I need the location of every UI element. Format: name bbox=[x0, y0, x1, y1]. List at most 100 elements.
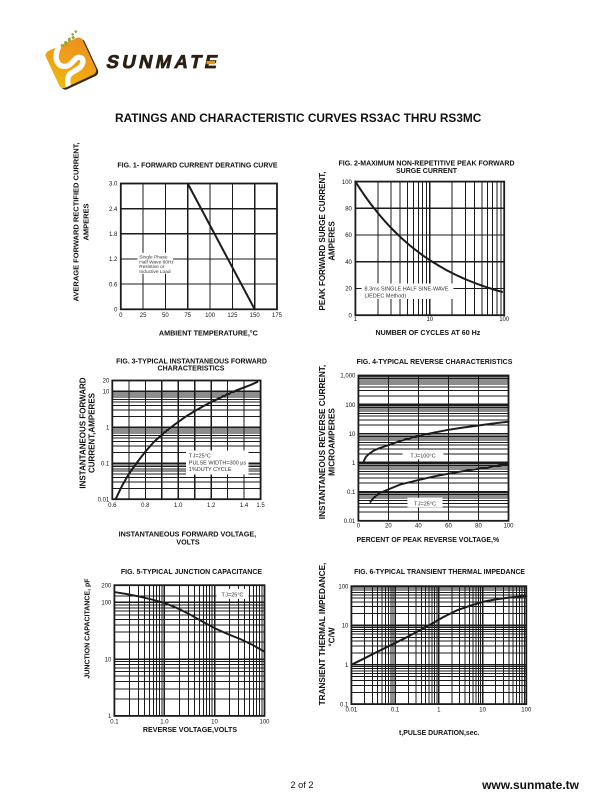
svg-text:PEAK FORWARD SURGE CURRENT,: PEAK FORWARD SURGE CURRENT, bbox=[318, 172, 327, 311]
svg-text:FIG. 4-TYPICAL REVERSE CHARACT: FIG. 4-TYPICAL REVERSE CHARACTERISTICS bbox=[357, 359, 513, 366]
svg-text:FIG. 2-MAXIMUM NON-REPETITIVE: FIG. 2-MAXIMUM NON-REPETITIVE PEAK FORWA… bbox=[338, 161, 514, 168]
svg-text:INSTANTANEOUS FORWARD VOLTAGE,: INSTANTANEOUS FORWARD VOLTAGE, bbox=[119, 530, 257, 539]
svg-text:0: 0 bbox=[349, 313, 353, 319]
svg-text:60: 60 bbox=[445, 524, 452, 530]
svg-text:1.2: 1.2 bbox=[109, 257, 118, 263]
svg-text:100: 100 bbox=[345, 403, 356, 409]
svg-text:10: 10 bbox=[479, 708, 486, 714]
svg-text:MICROAMPERES: MICROAMPERES bbox=[328, 408, 337, 476]
svg-text:8.3ms SINGLE HALF SINE-WAVE: 8.3ms SINGLE HALF SINE-WAVE bbox=[365, 287, 449, 293]
svg-text:2.4: 2.4 bbox=[109, 207, 118, 213]
svg-text:80: 80 bbox=[345, 207, 352, 213]
svg-text:0.6: 0.6 bbox=[108, 503, 117, 509]
svg-text:Inductive Load: Inductive Load bbox=[139, 269, 171, 275]
svg-text:10: 10 bbox=[426, 317, 433, 323]
svg-text:1.5: 1.5 bbox=[256, 503, 265, 509]
svg-text:1,000: 1,000 bbox=[340, 374, 356, 380]
svg-text:0.6: 0.6 bbox=[109, 282, 118, 288]
svg-text:FIG. 5-TYPICAL JUNCTION CAPACI: FIG. 5-TYPICAL JUNCTION CAPACITANCE bbox=[121, 569, 263, 576]
svg-text:FIG. 6-TYPICAL TRANSIENT THERM: FIG. 6-TYPICAL TRANSIENT THERMAL IMPEDAN… bbox=[354, 569, 525, 576]
svg-text:CHARACTERISTICS: CHARACTERISTICS bbox=[158, 366, 225, 373]
svg-text:www.sunmate.tw: www.sunmate.tw bbox=[481, 778, 580, 792]
svg-text:100: 100 bbox=[521, 708, 532, 714]
svg-text:20: 20 bbox=[385, 524, 392, 530]
svg-text:Single Phase: Single Phase bbox=[139, 255, 168, 261]
svg-text:NUMBER OF CYCLES AT 60 Hz: NUMBER OF CYCLES AT 60 Hz bbox=[375, 329, 480, 337]
svg-text:PULSE WIDTH=300 μs: PULSE WIDTH=300 μs bbox=[189, 460, 247, 466]
svg-text:1.0: 1.0 bbox=[174, 503, 183, 509]
svg-text:20: 20 bbox=[103, 379, 110, 385]
svg-text:40: 40 bbox=[345, 260, 352, 266]
svg-text:T J=25°C: T J=25°C bbox=[414, 501, 436, 507]
svg-text:1: 1 bbox=[354, 317, 358, 323]
svg-text:0.1: 0.1 bbox=[101, 461, 110, 467]
svg-text:t,PULSE DURATION,sec.: t,PULSE DURATION,sec. bbox=[399, 730, 479, 737]
svg-text:100: 100 bbox=[338, 584, 349, 590]
svg-text:SUNMATE: SUNMATE bbox=[105, 51, 221, 72]
svg-text:10: 10 bbox=[349, 432, 356, 438]
svg-text:INSTANTANEOUS FORWARD: INSTANTANEOUS FORWARD bbox=[79, 377, 88, 488]
svg-text:50: 50 bbox=[162, 313, 169, 319]
svg-text:0.1: 0.1 bbox=[340, 702, 349, 708]
svg-text:1.8: 1.8 bbox=[109, 232, 118, 238]
svg-text:75: 75 bbox=[184, 313, 191, 319]
svg-text:0.1: 0.1 bbox=[391, 708, 400, 714]
svg-text:1: 1 bbox=[106, 426, 110, 432]
svg-text:100: 100 bbox=[503, 524, 514, 530]
svg-text:VOLTS: VOLTS bbox=[176, 537, 200, 546]
svg-text:100: 100 bbox=[499, 317, 510, 323]
svg-text:3.0: 3.0 bbox=[109, 182, 118, 188]
svg-text:10: 10 bbox=[342, 624, 349, 630]
svg-text:(JEDEC Method): (JEDEC Method) bbox=[365, 293, 407, 299]
svg-text:0.8: 0.8 bbox=[141, 503, 150, 509]
svg-text:150: 150 bbox=[250, 313, 261, 319]
svg-text:INSTANTANEOUS REVERSE CURRENT,: INSTANTANEOUS REVERSE CURRENT, bbox=[318, 365, 327, 519]
svg-text:0.01: 0.01 bbox=[344, 519, 356, 525]
svg-text:SURGE CURRENT: SURGE CURRENT bbox=[396, 168, 458, 175]
svg-text:0: 0 bbox=[114, 308, 118, 314]
svg-text:100: 100 bbox=[342, 180, 353, 186]
svg-text:AMPERES: AMPERES bbox=[328, 221, 337, 261]
svg-text:CURRENT,AMPERES: CURRENT,AMPERES bbox=[88, 392, 97, 473]
svg-text:0.01: 0.01 bbox=[98, 497, 110, 503]
svg-text:10: 10 bbox=[103, 390, 110, 396]
svg-text:0: 0 bbox=[119, 313, 123, 319]
svg-text:200: 200 bbox=[101, 583, 112, 589]
svg-text:FIG. 3-TYPICAL INSTANTANEOUS F: FIG. 3-TYPICAL INSTANTANEOUS FORWARD bbox=[116, 358, 267, 365]
svg-text:FIG. 1- FORWARD CURRENT DERATI: FIG. 1- FORWARD CURRENT DERATING CURVE bbox=[117, 163, 278, 170]
svg-text:0.01: 0.01 bbox=[346, 708, 358, 714]
svg-text:PERCENT OF PEAK REVERSE VOLTAG: PERCENT OF PEAK REVERSE VOLTAGE,% bbox=[357, 537, 500, 544]
svg-text:2 of 2: 2 of 2 bbox=[291, 780, 314, 790]
svg-text:1.2: 1.2 bbox=[207, 503, 216, 509]
svg-text:175: 175 bbox=[272, 313, 283, 319]
svg-text:0: 0 bbox=[357, 524, 361, 530]
svg-text:T J=25°C: T J=25°C bbox=[221, 592, 243, 598]
svg-text:10: 10 bbox=[105, 657, 112, 663]
svg-text:100: 100 bbox=[205, 313, 216, 319]
svg-text:1: 1 bbox=[437, 708, 441, 714]
svg-text:T J=100°C: T J=100°C bbox=[410, 453, 435, 459]
svg-text:1: 1 bbox=[345, 663, 349, 669]
svg-text:1.4: 1.4 bbox=[240, 503, 249, 509]
svg-text:0.1: 0.1 bbox=[110, 720, 119, 726]
svg-text:1: 1 bbox=[352, 461, 356, 467]
svg-text:REVERSE VOLTAGE,VOLTS: REVERSE VOLTAGE,VOLTS bbox=[143, 726, 237, 734]
svg-text:Resistive or: Resistive or bbox=[139, 264, 164, 270]
svg-text:125: 125 bbox=[227, 313, 238, 319]
svg-text:AMPERES: AMPERES bbox=[82, 203, 91, 240]
svg-text:TRANSIENT THERMAL IMPEDANCE,: TRANSIENT THERMAL IMPEDANCE, bbox=[318, 563, 327, 706]
svg-text:100: 100 bbox=[101, 601, 112, 607]
svg-text:°C/W: °C/W bbox=[328, 627, 337, 646]
svg-text:JUNCTION CAPACITANCE, pF: JUNCTION CAPACITANCE, pF bbox=[85, 578, 92, 679]
svg-text:10: 10 bbox=[211, 720, 218, 726]
svg-text:1.0: 1.0 bbox=[160, 720, 169, 726]
svg-text:RATINGS AND CHARACTERISTIC CUR: RATINGS AND CHARACTERISTIC CURVES RS3AC … bbox=[115, 111, 482, 125]
svg-text:1: 1 bbox=[108, 714, 112, 720]
svg-text:AVERAGE FORWARD RECTIFIED CURR: AVERAGE FORWARD RECTIFIED CURRENT, bbox=[72, 143, 81, 302]
svg-text:80: 80 bbox=[475, 524, 482, 530]
svg-text:AMBIENT TEMPERATURE,°C: AMBIENT TEMPERATURE,°C bbox=[159, 328, 258, 337]
svg-text:Half Wave 60Hz: Half Wave 60Hz bbox=[139, 259, 174, 265]
svg-text:0.1: 0.1 bbox=[347, 490, 356, 496]
svg-text:25: 25 bbox=[140, 313, 147, 319]
svg-text:40: 40 bbox=[415, 524, 422, 530]
